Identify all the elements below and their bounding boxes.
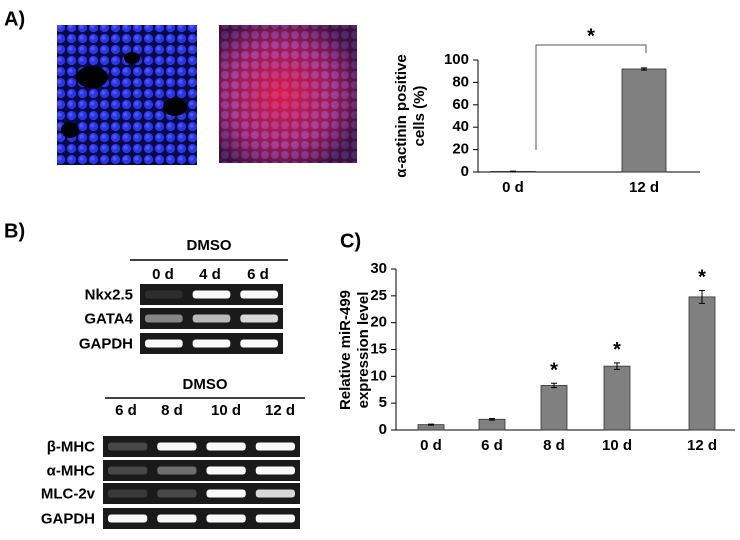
gel-band bbox=[145, 290, 183, 299]
y-tick-label: 0 bbox=[379, 421, 387, 438]
bar bbox=[478, 418, 506, 431]
significance-marker: * bbox=[698, 267, 706, 289]
x-tick-label: 0 d bbox=[420, 437, 442, 454]
gel-band bbox=[108, 489, 148, 498]
x-tick-label: 8 d bbox=[543, 437, 565, 454]
y-tick-label: 20 bbox=[370, 314, 387, 331]
micrograph-dapi bbox=[57, 25, 197, 165]
y-axis-label: cells (%) bbox=[411, 86, 428, 147]
gel-band bbox=[255, 442, 295, 451]
x-tick-label: 10 d bbox=[602, 437, 632, 454]
gel-row-label: GAPDH bbox=[41, 510, 95, 527]
lane-label: 8 d bbox=[161, 402, 183, 419]
gel-header: DMSO bbox=[183, 376, 228, 393]
gel-band bbox=[145, 339, 183, 348]
gel-row-label: Nkx2.5 bbox=[85, 286, 133, 303]
gel-strip bbox=[103, 483, 300, 504]
y-tick-label: 30 bbox=[370, 260, 387, 277]
gel-band bbox=[206, 489, 246, 498]
gel-band bbox=[240, 290, 278, 299]
gel-row-label: GAPDH bbox=[79, 335, 133, 352]
error-bar bbox=[428, 423, 434, 426]
lane-label: 4 d bbox=[199, 266, 221, 283]
lane-label: 6 d bbox=[115, 402, 137, 419]
gel-band bbox=[206, 466, 246, 475]
micrograph-actinin bbox=[219, 25, 357, 163]
y-tick-label: 0 bbox=[461, 163, 469, 180]
gel-band bbox=[255, 489, 295, 498]
chart-layer: A) B) C) DMSO 0 d 4 d 6 d Nkx2.5 GATA4 GAPDH DMSO 6… bbox=[4, 8, 735, 529]
gel-band bbox=[192, 290, 231, 299]
x-tick-label: 12 d bbox=[687, 437, 717, 454]
y-tick-label: 5 bbox=[379, 394, 387, 411]
gel-band bbox=[255, 514, 295, 523]
significance-marker: * bbox=[550, 360, 558, 382]
gel-row-label: β-MHC bbox=[47, 438, 95, 455]
gel-band bbox=[192, 339, 231, 348]
y-axis-label: α-actinin positive bbox=[393, 54, 410, 177]
y-axis-label: Relative miR-499 bbox=[337, 290, 354, 410]
gel-row-label: MLC-2v bbox=[41, 485, 96, 502]
lane-label: 0 d bbox=[152, 266, 174, 283]
gel-band bbox=[157, 489, 197, 498]
error-bar bbox=[489, 417, 495, 421]
x-tick-label: 12 d bbox=[629, 179, 659, 196]
gel-band bbox=[192, 314, 231, 323]
x-tick-label: 6 d bbox=[481, 437, 503, 454]
gel-row-label: GATA4 bbox=[84, 310, 133, 327]
bar bbox=[621, 68, 667, 173]
y-tick-label: 10 bbox=[370, 367, 387, 384]
y-tick-label: 80 bbox=[452, 73, 469, 90]
gel-band bbox=[108, 442, 148, 451]
panel-label: C) bbox=[340, 230, 361, 252]
lane-label: 10 d bbox=[211, 402, 241, 419]
gel-band bbox=[108, 466, 148, 475]
significance-marker: * bbox=[613, 339, 621, 361]
y-tick-label: 60 bbox=[452, 96, 469, 113]
lane-label: 6 d bbox=[247, 266, 269, 283]
error-bar bbox=[551, 382, 557, 389]
y-tick-label: 15 bbox=[370, 340, 387, 357]
bar bbox=[688, 296, 716, 431]
panel-label: A) bbox=[4, 8, 25, 30]
gel-band bbox=[157, 466, 197, 475]
error-bar bbox=[641, 67, 647, 71]
gel-band bbox=[255, 466, 295, 475]
gel-band bbox=[206, 442, 246, 451]
significance-bracket bbox=[535, 44, 647, 150]
y-tick-label: 100 bbox=[444, 51, 469, 68]
bar bbox=[540, 385, 568, 431]
error-bar bbox=[614, 362, 620, 370]
lane-label: 12 d bbox=[265, 402, 295, 419]
gel-strip bbox=[103, 508, 300, 529]
gel-band bbox=[157, 442, 197, 451]
gel-band bbox=[206, 514, 246, 523]
error-bar bbox=[699, 289, 705, 304]
x-tick-label: 0 d bbox=[502, 179, 524, 196]
gel-band bbox=[145, 314, 183, 323]
y-tick-label: 25 bbox=[370, 287, 387, 304]
gel-band bbox=[240, 339, 278, 348]
error-bar bbox=[510, 170, 516, 173]
panel-label: B) bbox=[4, 220, 25, 242]
gel-band bbox=[157, 514, 197, 523]
gel-header: DMSO bbox=[187, 237, 232, 254]
gel-band bbox=[240, 314, 278, 323]
gel-strip bbox=[103, 436, 300, 457]
gel-row-label: α-MHC bbox=[47, 462, 96, 479]
gel-band bbox=[108, 514, 148, 523]
gel-strip bbox=[103, 460, 300, 481]
y-tick-label: 40 bbox=[452, 118, 469, 135]
y-tick-label: 20 bbox=[452, 141, 469, 158]
bar bbox=[603, 365, 631, 431]
significance-marker: * bbox=[587, 25, 595, 47]
y-axis-label: expression level bbox=[355, 292, 372, 409]
